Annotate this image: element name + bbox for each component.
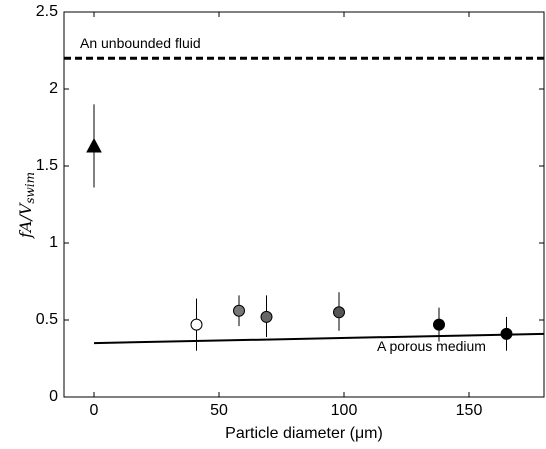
point	[86, 137, 102, 153]
point	[333, 306, 345, 319]
y-tick-label: 2.5	[36, 3, 58, 20]
reference-label: An unbounded fluid	[80, 35, 201, 51]
fit-label: A porous medium	[377, 338, 486, 354]
y-label-sub: swim	[23, 172, 37, 204]
y-tick-label: 0	[49, 388, 58, 405]
point	[433, 318, 445, 331]
y-tick-label: 1	[49, 234, 58, 251]
y-tick-label: 2	[49, 80, 58, 97]
y-tick-label: 1.5	[36, 157, 58, 174]
y-label-main: fA/V	[16, 202, 35, 239]
x-axis-label: Particle diameter (μm)	[225, 425, 383, 442]
plot-frame	[63, 11, 545, 398]
y-tick-label: 0.5	[36, 311, 58, 328]
x-tick-label: 50	[210, 402, 228, 419]
point	[500, 327, 513, 340]
fit-line	[93, 332, 545, 345]
x-tick-label: 0	[90, 402, 99, 419]
point	[260, 310, 273, 323]
point	[190, 318, 203, 331]
x-tick-label: 100	[331, 402, 358, 419]
point	[233, 304, 245, 317]
y-axis-label: fA/Vswim	[16, 172, 37, 239]
x-tick-label: 150	[456, 402, 483, 419]
